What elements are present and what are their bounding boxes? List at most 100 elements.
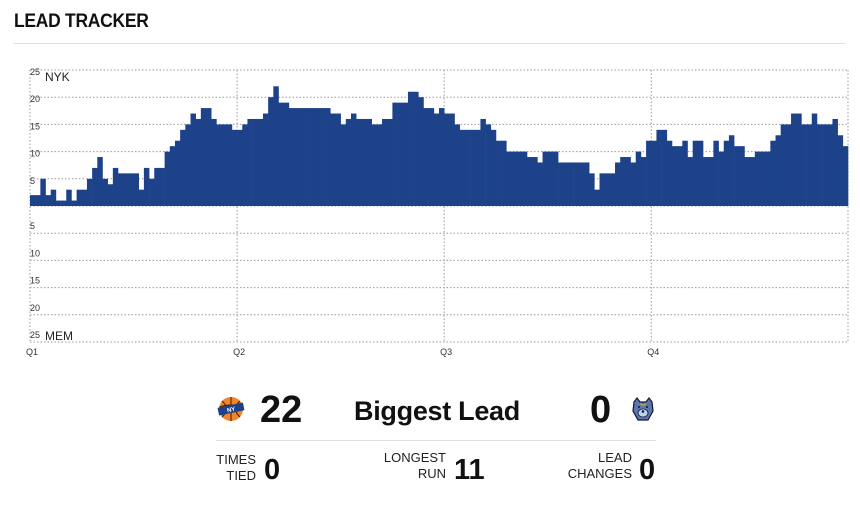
knicks-logo-icon: NY [216,394,246,424]
lead-bar [350,113,357,206]
lead-bar [506,151,512,206]
lead-bar [221,124,228,206]
lead-bar [92,167,98,206]
lead-bar [382,118,388,206]
lead-bar [81,189,88,206]
lead-bar [299,108,305,206]
lead-bar [97,157,103,206]
lead-bar [304,108,310,206]
lead-bar [599,173,605,206]
lead-bar [439,108,445,206]
y-tick-label: 25 [30,330,40,340]
lead-bar [822,124,828,206]
lead-bar [728,135,735,206]
chart-labels: 25 20 15 10 5 5 10 15 20 25 NYK MEM Q1 Q2 Q3 Q4 [26,67,659,357]
y-tick-label: 5 [30,176,35,186]
quarter-label: Q4 [647,347,659,357]
lead-bar [231,129,238,206]
lead-bar [159,167,165,206]
lead-bar [413,91,419,206]
lead-bar [356,118,362,206]
lead-changes-label: LEAD CHANGES [567,450,632,481]
biggest-lead-label: Biggest Lead [354,396,520,426]
lead-bar [744,157,750,206]
lead-bar [50,189,57,206]
lead-bar [216,124,222,206]
lead-bar [625,157,631,206]
lead-bar [40,178,46,206]
lead-bar [682,140,688,206]
lead-bar [558,162,564,206]
lead-bar [583,162,590,206]
lead-bar [66,189,72,206]
lead-bar [278,102,284,206]
lead-bar [200,108,207,206]
lead-bar [309,108,316,206]
y-tick-label: 15 [30,276,40,286]
lead-bar [423,108,429,206]
lead-bar [433,113,440,206]
longest-run-label: LONGEST RUN [383,450,446,481]
quarter-label: Q2 [233,347,245,357]
lead-bar [791,113,797,206]
lead-bar [703,157,709,206]
lead-bar [796,113,802,206]
lead-bar [615,162,621,206]
lead-bar [697,140,704,206]
biggest-lead-bottom-team: 0 [590,389,612,431]
lead-bar [273,86,279,206]
y-tick-label: 25 [30,67,40,77]
lead-bar [195,118,202,206]
lead-bar [268,97,274,206]
longest-run-value: 11 [454,454,485,486]
lead-bar [759,151,766,206]
lead-bar [397,102,404,206]
lead-bar [428,108,435,206]
lead-bar [174,140,181,206]
lead-bar [490,129,497,206]
longest-run-stat: LONGEST RUN 11 [364,450,494,490]
lead-bar [257,118,264,206]
lead-bar [542,151,549,206]
lead-bar [387,118,393,206]
lead-bar [547,151,554,206]
top-team-label: NYK [45,70,70,84]
lead-bar [646,140,652,206]
lead-bar [734,146,740,206]
lead-bar [164,151,171,206]
lead-bar [495,140,502,206]
lead-bar [35,195,41,206]
lead-bar [133,173,140,206]
lead-bar [262,113,269,206]
lead-bar [288,108,295,206]
lead-bar [407,91,414,206]
lead-bar [283,102,290,206]
lead-changes-value: 0 [639,454,656,486]
lead-bar [107,184,114,206]
lead-bar [366,118,372,206]
lead-bar [589,173,595,206]
lead-bar [811,113,818,206]
lead-bar [754,151,761,206]
lead-bar [247,118,253,206]
y-tick-label: 15 [30,121,40,131]
lead-bar [842,146,849,206]
lead-bar [226,124,233,206]
lead-bar [770,140,776,206]
summary-divider [216,440,656,441]
lead-bar [635,151,642,206]
lead-bar [345,118,352,206]
lead-bar [449,113,455,206]
lead-bar [118,173,124,206]
lead-bar [459,129,466,206]
times-tied-value: 0 [264,454,281,486]
lead-bar [832,118,838,206]
lead-bar [568,162,574,206]
lead-bar [314,108,321,206]
lead-bar [102,178,108,206]
quarter-label: Q3 [440,347,452,357]
lead-bar [749,157,756,206]
lead-bar [206,108,212,206]
lead-bar [801,124,807,206]
lead-bar [418,97,424,206]
